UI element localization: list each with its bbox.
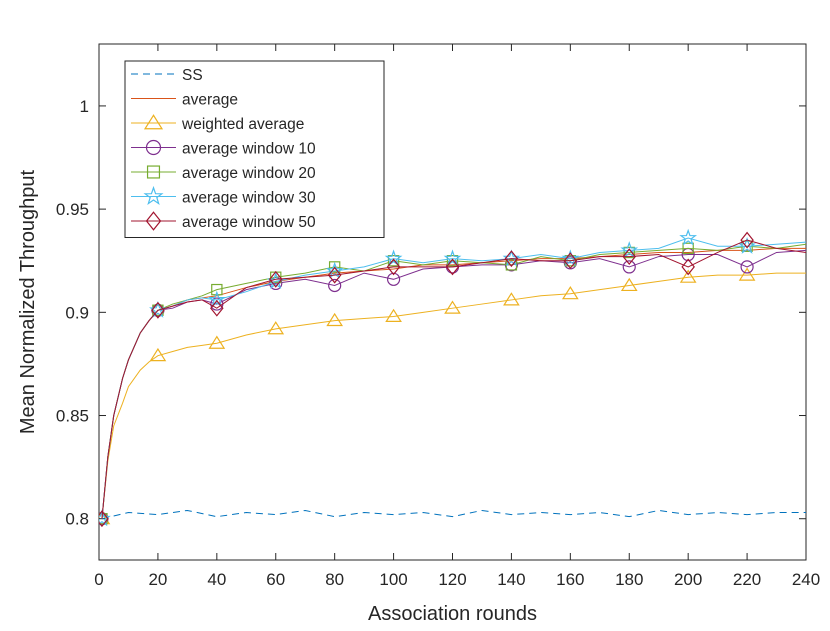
- legend-box: [124, 60, 385, 238]
- y-tick-label: 0.9: [65, 303, 89, 322]
- legend-marker: [146, 165, 161, 179]
- data-point: [738, 267, 756, 281]
- legend-item: average window 50: [131, 211, 316, 231]
- data-point: [386, 258, 401, 276]
- data-point: [561, 286, 579, 300]
- data-point: [211, 283, 223, 296]
- x-tick-label: 120: [438, 570, 466, 589]
- data-point: [268, 270, 283, 288]
- x-tick-label: 240: [792, 570, 820, 589]
- legend-item: average: [131, 92, 238, 109]
- axes: 0 20 40 60 80 100 120 140 160 180 200 220 240 0.8 0.85…: [56, 43, 820, 589]
- legend-item: average window 20: [131, 165, 316, 182]
- data-point: [267, 321, 285, 335]
- legend-marker: [145, 139, 162, 156]
- legend-label: average: [182, 92, 238, 109]
- data-point: [386, 272, 401, 286]
- x-tick-label: 140: [497, 570, 525, 589]
- legend-item: SS: [131, 67, 203, 84]
- legend-label: average window 30: [182, 190, 316, 207]
- x-tick-label: 200: [674, 570, 702, 589]
- data-point: [210, 299, 224, 317]
- data-point: [443, 249, 462, 267]
- legend-label: average window 50: [182, 214, 316, 231]
- data-point: [681, 258, 695, 276]
- data-point: [503, 292, 520, 306]
- data-point: [387, 255, 400, 267]
- data-point: [325, 261, 344, 279]
- data-point: [505, 259, 518, 271]
- data-point: [738, 236, 756, 254]
- data-point: [620, 277, 638, 292]
- legend-label: SS: [182, 67, 203, 84]
- legend-marker: [143, 185, 164, 206]
- data-point: [682, 242, 694, 255]
- data-point: [623, 246, 635, 259]
- data-point: [444, 300, 461, 314]
- legend-marker: [145, 211, 162, 231]
- series-line: [101, 272, 806, 519]
- data-point: [326, 312, 344, 327]
- data-point: [208, 335, 226, 349]
- data-point: [679, 228, 698, 246]
- data-point: [502, 249, 521, 267]
- legend-marker: [143, 114, 164, 130]
- data-point: [620, 241, 639, 258]
- data-point: [99, 509, 111, 527]
- data-point: [561, 249, 580, 267]
- data-point: [327, 266, 342, 284]
- y-tick-label: 1: [80, 97, 89, 116]
- y-tick-label: 0.95: [56, 200, 89, 219]
- data-point: [207, 290, 226, 308]
- x-axis-title: Association rounds: [368, 603, 537, 625]
- legend-label: average window 20: [182, 165, 316, 182]
- data-point: [445, 258, 460, 276]
- x-tick-label: 40: [207, 570, 226, 589]
- y-axis-title: Mean Normalized Throughput: [17, 169, 39, 434]
- legend-label: weighted average: [181, 116, 304, 133]
- x-tick-label: 80: [325, 570, 344, 589]
- data-point: [563, 252, 578, 270]
- legend-item: average window 30: [131, 185, 316, 207]
- data-point: [151, 301, 165, 319]
- y-tick-label: 0.8: [65, 510, 89, 529]
- data-point: [740, 231, 754, 249]
- data-point: [385, 308, 402, 322]
- data-point: [149, 347, 167, 362]
- data-point: [384, 249, 403, 267]
- series-line: [101, 509, 806, 520]
- y-tick-label: 0.85: [56, 407, 89, 426]
- data-point: [622, 260, 636, 274]
- series-line: [101, 239, 806, 519]
- x-tick-label: 100: [379, 570, 407, 589]
- series-ss: [101, 509, 806, 520]
- x-tick-label: 20: [148, 570, 167, 589]
- legend-item: weighted average: [131, 114, 304, 133]
- data-point: [504, 250, 519, 268]
- x-tick-label: 160: [556, 570, 584, 589]
- x-tick-label: 180: [615, 570, 643, 589]
- data-point: [622, 248, 637, 266]
- data-point: [446, 255, 459, 267]
- data-point: [99, 510, 109, 528]
- series-average-window-50: [99, 231, 806, 528]
- data-point: [740, 260, 754, 274]
- x-tick-label: 60: [266, 570, 285, 589]
- x-tick-label: 0: [94, 570, 103, 589]
- data-point: [149, 300, 167, 318]
- series-weighted-average: [99, 267, 806, 525]
- legend: SS average weighted average average window …: [124, 60, 385, 238]
- legend-label: average window 10: [182, 141, 316, 158]
- legend-item: average window 10: [131, 139, 316, 158]
- data-point: [152, 304, 164, 316]
- data-point: [679, 269, 697, 283]
- x-tick-label: 220: [733, 570, 761, 589]
- series-layer: [99, 228, 806, 528]
- data-point: [328, 278, 342, 293]
